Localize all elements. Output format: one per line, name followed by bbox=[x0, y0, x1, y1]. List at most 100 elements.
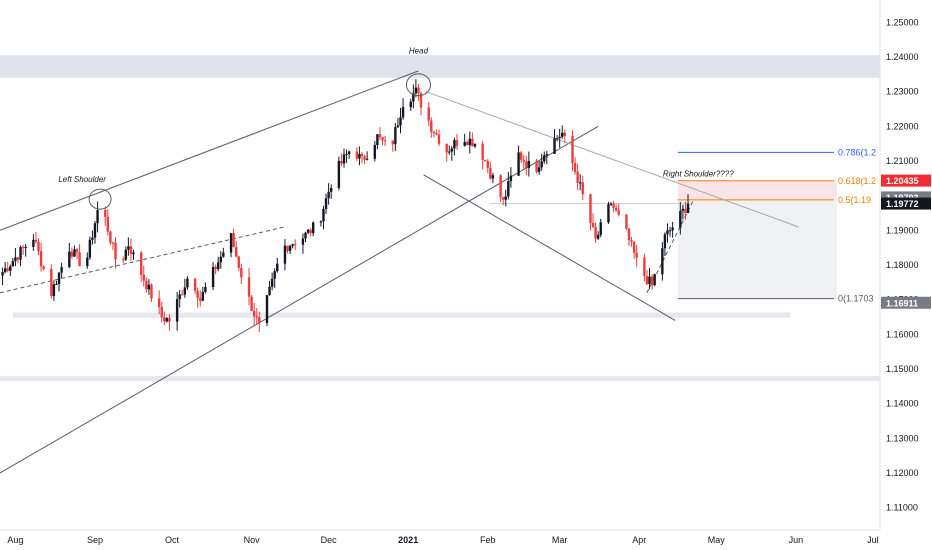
price-tick-label: 1.15000 bbox=[886, 364, 919, 374]
time-tick-label: Nov bbox=[244, 535, 261, 545]
lower-channel bbox=[0, 125, 599, 474]
candle bbox=[399, 108, 402, 134]
candle-body bbox=[255, 316, 258, 318]
candle bbox=[599, 218, 602, 238]
candle bbox=[635, 244, 638, 267]
candle-body bbox=[19, 247, 22, 260]
candle bbox=[414, 79, 418, 98]
candle-body bbox=[37, 241, 40, 252]
candle-body bbox=[109, 231, 112, 243]
candle-body bbox=[165, 318, 169, 322]
candle bbox=[378, 127, 382, 141]
zone-rect bbox=[0, 375, 880, 382]
candle bbox=[612, 200, 615, 213]
candle bbox=[37, 238, 40, 256]
candle-body bbox=[499, 175, 502, 198]
candle bbox=[273, 268, 276, 288]
candle-body bbox=[609, 203, 613, 205]
candle-body bbox=[535, 160, 538, 172]
candle bbox=[645, 269, 649, 286]
candle bbox=[527, 151, 531, 177]
candle bbox=[11, 258, 15, 267]
candle-body bbox=[589, 194, 592, 223]
candle bbox=[268, 280, 271, 296]
candle-body bbox=[324, 198, 328, 209]
candle bbox=[294, 239, 297, 250]
candle bbox=[558, 128, 561, 148]
candle bbox=[453, 137, 456, 156]
candle bbox=[589, 193, 592, 231]
price-tick-label: 1.12000 bbox=[886, 468, 919, 478]
badge-116911-text: 1.16911 bbox=[886, 298, 918, 308]
candle bbox=[327, 183, 330, 205]
candle-body bbox=[396, 125, 400, 128]
head-label: Head bbox=[409, 47, 429, 56]
candle-body bbox=[627, 228, 631, 241]
candle bbox=[50, 264, 53, 299]
candle-body bbox=[540, 161, 543, 168]
head-circle bbox=[405, 73, 431, 97]
candle bbox=[679, 202, 682, 235]
candle-body bbox=[186, 278, 189, 288]
candle bbox=[545, 150, 549, 165]
candle bbox=[484, 159, 487, 162]
candle-body bbox=[127, 246, 130, 250]
time-tick-label: Feb bbox=[480, 535, 496, 545]
candle bbox=[163, 311, 166, 326]
candle bbox=[306, 228, 310, 235]
candle bbox=[309, 228, 312, 237]
candle-body bbox=[681, 208, 685, 211]
price-axis[interactable]: 1.11000 1.12000 1.13000 1.14000 1.15000 1.160… bbox=[879, 0, 931, 530]
candle bbox=[342, 148, 346, 168]
candle bbox=[319, 220, 323, 227]
candle-body bbox=[139, 252, 143, 275]
candle-body bbox=[432, 131, 436, 134]
candle-body bbox=[381, 137, 384, 141]
time-axis[interactable]: Aug Sep Oct Nov Dec 2021 Feb Mar Apr May Jun Jul bbox=[0, 529, 880, 545]
candle bbox=[60, 262, 63, 279]
candle bbox=[373, 141, 377, 162]
candle-body bbox=[252, 311, 256, 317]
candle bbox=[625, 214, 628, 231]
candle bbox=[594, 222, 597, 243]
candle bbox=[175, 291, 179, 331]
candle bbox=[201, 286, 205, 302]
candle bbox=[666, 223, 669, 243]
candle bbox=[329, 184, 333, 199]
candle-body bbox=[679, 210, 682, 228]
candle-body bbox=[265, 295, 269, 324]
candle bbox=[391, 140, 394, 152]
candle-body bbox=[204, 286, 207, 293]
candle-body bbox=[563, 132, 566, 136]
left-shoulder-label: Left Shoulder bbox=[58, 175, 106, 184]
candle-body bbox=[1, 272, 4, 276]
candle bbox=[291, 243, 294, 249]
zone-rect bbox=[0, 55, 880, 78]
candle-body bbox=[414, 87, 418, 94]
candle bbox=[581, 175, 584, 200]
candle bbox=[686, 194, 690, 214]
candle-body bbox=[671, 227, 674, 231]
candle-body bbox=[283, 245, 287, 264]
candle-body bbox=[612, 203, 615, 208]
candle bbox=[614, 204, 618, 212]
candle bbox=[14, 248, 17, 267]
candle-body bbox=[576, 171, 579, 183]
candle bbox=[301, 233, 305, 254]
candle bbox=[73, 245, 76, 257]
zone-rect bbox=[12, 312, 791, 318]
candle bbox=[265, 294, 269, 327]
candle bbox=[252, 302, 256, 326]
candle bbox=[360, 152, 364, 164]
candle bbox=[91, 230, 94, 245]
candle-body bbox=[168, 318, 171, 322]
candle-body bbox=[286, 245, 289, 251]
candle-body bbox=[663, 234, 667, 249]
candle-body bbox=[661, 248, 664, 275]
candle-body bbox=[591, 222, 595, 227]
candle bbox=[237, 255, 240, 271]
candle bbox=[396, 118, 400, 128]
candle bbox=[312, 221, 315, 237]
candle bbox=[111, 241, 115, 250]
